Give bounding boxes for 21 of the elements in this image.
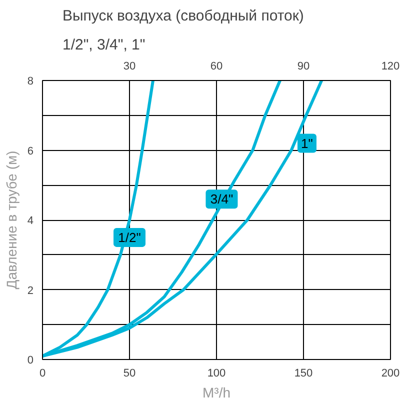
x2-tick-label: 60 xyxy=(210,60,223,72)
annotation: 1/2" xyxy=(118,230,142,245)
y-tick-label: 4 xyxy=(27,215,34,227)
y-axis-title: Давление в трубе (м) xyxy=(3,150,20,290)
chart-subtitle: 1/2", 3/4", 1" xyxy=(62,36,146,54)
y-tick-label: 0 xyxy=(27,354,34,366)
annotation: 1" xyxy=(301,136,314,151)
x2-tick-label: 90 xyxy=(297,60,310,72)
x-tick-label: 0 xyxy=(39,368,46,380)
x-tick-label: 200 xyxy=(381,368,400,380)
x-tick-label: 150 xyxy=(294,368,313,380)
x-tick-label: 50 xyxy=(123,368,136,380)
annotation: 3/4" xyxy=(210,192,234,207)
x-tick-label: 100 xyxy=(207,368,226,380)
y-tick-label: 2 xyxy=(27,284,34,297)
x2-tick-label: 30 xyxy=(123,60,136,72)
chart-title: Выпуск воздуха (свободный поток) xyxy=(62,8,304,24)
x-axis-title: M³/h xyxy=(202,384,230,400)
y-tick-label: 6 xyxy=(27,145,34,158)
y-tick-label: 8 xyxy=(27,76,34,88)
x2-tick-label: 120 xyxy=(381,60,400,72)
